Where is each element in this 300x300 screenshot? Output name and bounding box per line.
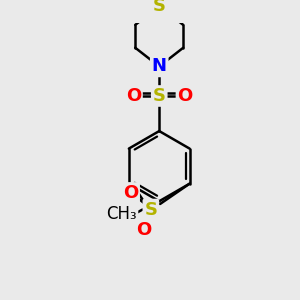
Text: S: S xyxy=(153,87,166,105)
Text: O: O xyxy=(126,87,141,105)
Text: S: S xyxy=(153,0,166,15)
Text: CH₃: CH₃ xyxy=(106,205,136,223)
Text: O: O xyxy=(136,221,151,239)
Text: O: O xyxy=(123,184,138,202)
Text: S: S xyxy=(144,200,157,218)
Text: N: N xyxy=(152,57,167,75)
Text: O: O xyxy=(178,87,193,105)
